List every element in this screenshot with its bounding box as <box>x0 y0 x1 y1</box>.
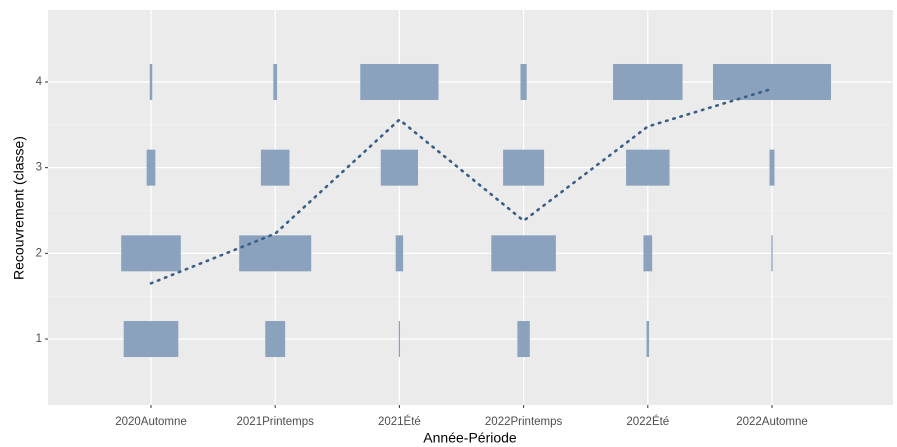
tile <box>398 321 401 358</box>
tile <box>626 149 670 186</box>
tile <box>643 235 653 272</box>
tile <box>713 63 831 100</box>
x-axis-title: Année-Période <box>423 430 517 446</box>
tile <box>121 235 181 272</box>
tile <box>503 149 545 186</box>
tile <box>380 149 419 186</box>
x-tick-label: 2020Automne <box>115 416 187 428</box>
x-tick-label: 2021Été <box>378 415 421 428</box>
tile <box>123 321 179 358</box>
x-tick-label: 2022Printemps <box>485 416 563 428</box>
tile <box>520 63 527 100</box>
y-axis-title: Recouvrement (classe) <box>11 136 27 280</box>
tile <box>265 321 286 358</box>
x-tick-label: 2022Automne <box>736 416 808 428</box>
y-tick-label: 2 <box>36 247 42 259</box>
tile <box>395 235 404 272</box>
tile <box>646 321 650 358</box>
mean-line <box>149 87 774 285</box>
tile <box>613 63 683 100</box>
y-tick-label: 4 <box>36 76 43 88</box>
tile <box>260 149 290 186</box>
x-tick-label: 2022Été <box>626 415 669 428</box>
tile <box>517 321 530 358</box>
x-tick-label: 2021Printemps <box>237 416 315 428</box>
y-tick-label: 1 <box>36 333 42 345</box>
tile <box>273 63 278 100</box>
tile <box>146 149 156 186</box>
tile <box>239 235 312 272</box>
tile <box>360 63 439 100</box>
tile <box>149 63 153 100</box>
tile <box>769 149 775 186</box>
tile <box>491 235 556 272</box>
y-tick-label: 3 <box>36 162 42 174</box>
tile <box>771 235 773 272</box>
